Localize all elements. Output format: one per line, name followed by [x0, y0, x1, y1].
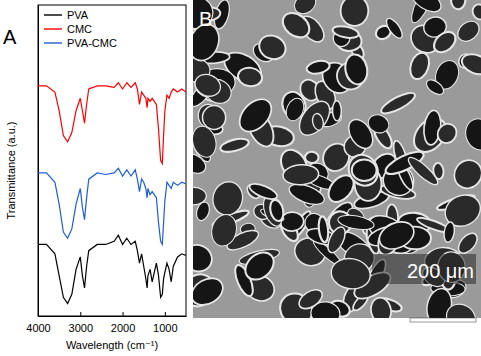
pore: [268, 199, 285, 223]
pore: [293, 96, 335, 141]
pore: [193, 71, 224, 100]
pore: [343, 53, 370, 87]
legend-swatch: [44, 28, 62, 29]
x-tick-mark: [123, 312, 124, 316]
pore: [193, 273, 228, 310]
pore: [291, 0, 320, 18]
scale-bar-label: 200 μm: [407, 260, 474, 282]
pore: [237, 66, 264, 88]
legend-label: PVA-CMC: [67, 37, 117, 49]
pore: [407, 0, 445, 17]
pore: [430, 28, 459, 57]
figure: 4000 3000 2000 1000 Wavelength (cm⁻¹) Transmi…: [0, 0, 481, 356]
legend-label: CMC: [67, 23, 92, 35]
x-tick-label: 4000: [26, 322, 50, 334]
pore: [193, 123, 220, 160]
legend-swatch: [44, 14, 62, 15]
pore: [369, 296, 393, 318]
pore: [209, 179, 246, 219]
x-axis: 4000 3000 2000 1000: [26, 312, 186, 334]
pore: [194, 200, 211, 222]
pore: [305, 152, 319, 163]
pore: [449, 155, 481, 194]
sem-background: [193, 0, 481, 318]
spectrum-line: [38, 235, 186, 303]
scale-bar: [410, 318, 476, 322]
pore: [470, 2, 481, 22]
x-tick-label: 3000: [69, 322, 93, 334]
sem-image: [193, 0, 481, 318]
pore: [462, 115, 481, 153]
pore: [318, 216, 330, 243]
pore: [352, 159, 377, 181]
spectrum-line: [38, 83, 186, 164]
pore: [454, 17, 481, 45]
spectrum-line: [38, 168, 186, 244]
pore: [248, 181, 279, 202]
panel-label: B: [199, 8, 212, 30]
legend-swatch: [44, 42, 62, 43]
pore: [306, 59, 331, 76]
legend-label: PVA: [67, 9, 89, 21]
pore: [240, 247, 279, 285]
pore: [332, 24, 360, 40]
pore: [424, 77, 446, 98]
x-tick-label: 2000: [111, 322, 135, 334]
pore: [193, 241, 216, 276]
panel-label: A: [3, 26, 17, 48]
y-axis-title: Transmittance (a.u.): [5, 121, 17, 219]
x-tick: 2000: [111, 312, 135, 334]
pore: [202, 105, 226, 129]
pore: [329, 256, 373, 292]
pore: [282, 164, 319, 186]
x-tick: 1000: [153, 312, 177, 334]
x-tick-label: 1000: [153, 322, 177, 334]
pore: [278, 8, 314, 42]
pore: [459, 51, 481, 78]
pore: [451, 0, 466, 10]
pore: [379, 89, 418, 117]
pore: [405, 154, 441, 188]
y-axis: [38, 6, 39, 317]
pore: [384, 16, 406, 41]
plot-lines: [38, 83, 186, 304]
pore: [311, 113, 325, 132]
pore: [375, 217, 418, 255]
x-tick-mark: [165, 312, 166, 316]
pore: [434, 120, 461, 147]
pore: [219, 136, 250, 154]
pore: [340, 0, 369, 26]
pore: [443, 221, 456, 243]
pore: [296, 286, 326, 313]
pore: [343, 149, 384, 191]
pore: [442, 299, 480, 318]
x-axis-title: Wavelength (cm⁻¹): [66, 339, 158, 351]
y-axis-line: [38, 6, 39, 317]
pore: [332, 101, 341, 121]
x-tick: 3000: [69, 312, 93, 334]
pore: [407, 50, 432, 81]
x-axis-line: [39, 316, 187, 317]
pore: [344, 115, 378, 153]
pore: [208, 212, 239, 249]
pore: [233, 93, 277, 138]
plot-frame: [38, 5, 186, 316]
legend: PVA CMC PVA-CMC: [44, 9, 117, 49]
label-backdrop: [372, 254, 476, 284]
pore: [255, 31, 289, 63]
x-tick-mark: [80, 312, 81, 316]
